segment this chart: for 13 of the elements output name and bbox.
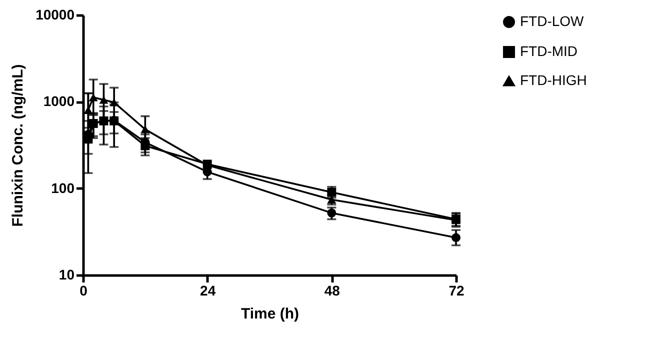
y-tick-label: 100 bbox=[51, 180, 75, 196]
x-axis-title: Time (h) bbox=[240, 306, 300, 322]
y-tick-label: 10 bbox=[58, 266, 75, 282]
x-tick-label: 0 bbox=[80, 282, 88, 298]
x-tick-label: 48 bbox=[324, 282, 340, 298]
x-tick-label: 72 bbox=[448, 282, 464, 298]
legend-label: FTD-LOW bbox=[520, 13, 585, 29]
x-tick-label: 24 bbox=[200, 282, 216, 298]
y-tick-label: 10000 bbox=[36, 6, 75, 22]
legend-label: FTD-HIGH bbox=[520, 72, 587, 88]
y-axis-title: Flunixin Conc. (ng/mL) bbox=[10, 64, 27, 227]
y-tick-label: 1000 bbox=[43, 93, 75, 110]
legend-label: FTD-MID bbox=[520, 43, 578, 59]
